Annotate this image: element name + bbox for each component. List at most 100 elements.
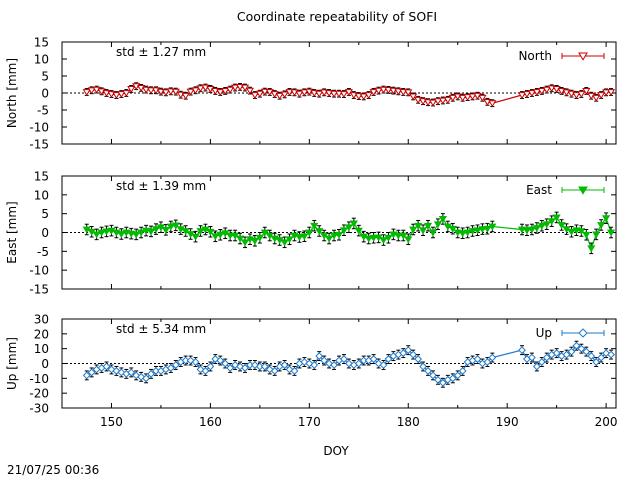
- panel-north-data-point: [82, 89, 91, 97]
- panel-east-data-point: [92, 231, 101, 239]
- panel-east-data-point: [240, 239, 250, 247]
- panel-north-data-point: [428, 99, 438, 107]
- panel-up-data-point: [528, 353, 536, 362]
- panel-north-data-point: [216, 89, 225, 97]
- panel-north-data-point: [329, 90, 339, 98]
- panel-up-data-point: [379, 361, 388, 369]
- panel-up-data-point: [166, 364, 175, 372]
- panel-east-data-point: [433, 221, 443, 229]
- panel-north-data-point: [443, 96, 452, 104]
- panel-up-data-point: [280, 361, 289, 369]
- panel-east-data-point: [369, 234, 378, 242]
- panel-east-data-point: [527, 226, 536, 234]
- panel-east-data-point: [117, 231, 126, 239]
- panel-north-y-tick-label: 10: [34, 53, 49, 67]
- panel-east-data-point: [300, 233, 309, 241]
- panel-up-data-point: [330, 361, 338, 369]
- panel-north-data-point: [300, 89, 309, 97]
- panel-east-data-point: [438, 216, 447, 223]
- panel-north-data-point: [231, 84, 240, 92]
- panel-up-data-point: [473, 355, 482, 363]
- panel-east-data-point: [478, 226, 487, 234]
- x-tick-label: 150: [100, 415, 123, 429]
- panel-north-data-point: [602, 89, 611, 97]
- panel-up-data-point: [572, 341, 581, 350]
- panel-up-data-point: [582, 347, 591, 356]
- panel-north-data-point: [339, 91, 349, 99]
- panel-east-legend-marker: [578, 186, 588, 195]
- panel-east-data-point: [354, 227, 363, 235]
- panel-up-y-tick-label: 20: [34, 327, 49, 341]
- panel-east-data-point: [567, 228, 576, 236]
- panel-east-y-tick-label: -10: [29, 264, 49, 278]
- panel-up-data-point: [87, 368, 96, 377]
- panel-east-data-point: [325, 235, 334, 243]
- panel-north-data-point: [166, 88, 175, 96]
- panel-north-data-point: [295, 90, 304, 98]
- x-axis-label: DOY: [323, 444, 349, 458]
- panel-north-data-point: [146, 87, 156, 95]
- panel-up-data-point: [537, 358, 546, 366]
- panel-up-data-point: [532, 362, 541, 371]
- panel-north-data-point: [112, 92, 121, 100]
- panel-up-y-tick-label: -20: [29, 387, 49, 401]
- panel-north-data-point: [117, 91, 126, 99]
- panel-north-data-point: [379, 86, 388, 94]
- panel-north-data-point: [280, 91, 289, 99]
- panel-east-data-point: [305, 229, 314, 237]
- panel-up-data-point: [142, 374, 150, 383]
- panel-up-data-point: [587, 352, 596, 360]
- panel-up-data-point: [577, 344, 586, 353]
- panel-up-data-point: [315, 352, 324, 360]
- panel-east-data-point: [255, 234, 264, 242]
- panel-up-data-point: [453, 371, 462, 380]
- x-tick-label: 200: [595, 415, 618, 429]
- panel-east-data-point: [102, 228, 111, 236]
- panel-up-data-point: [206, 362, 215, 371]
- panel-north-data-point: [255, 90, 264, 98]
- panel-up-data-point: [518, 346, 526, 355]
- panel-north-data-point: [488, 100, 497, 108]
- panel-east-data-point: [196, 228, 205, 236]
- panel-up-legend-label: Up: [536, 326, 552, 340]
- panel-east-data-point: [552, 214, 561, 222]
- panel-up-data-point: [260, 362, 269, 371]
- panel-east-data-point: [522, 227, 532, 235]
- panel-up-data-point: [414, 355, 423, 363]
- panel-east-data-point: [597, 222, 606, 229]
- panel-north-y-axis-label: North [mm]: [5, 58, 19, 128]
- panel-north-data-point: [191, 87, 200, 95]
- panel-up-data-point: [438, 378, 447, 387]
- panel-east-data-point: [161, 226, 170, 234]
- panel-east-data-point: [414, 222, 423, 230]
- panel-east-data-point: [458, 230, 467, 238]
- panel-east-data-point: [463, 229, 472, 237]
- panel-north-y-tick-label: 15: [34, 36, 49, 50]
- panel-east-data-point: [137, 229, 146, 237]
- panel-east-data-point: [394, 232, 403, 240]
- panel-up-data-point: [592, 358, 601, 366]
- panel-north-data-point: [161, 89, 170, 97]
- panel-north-data-point: [245, 87, 255, 95]
- panel-north-data-point: [226, 86, 235, 94]
- panel-up-data-point: [597, 353, 606, 362]
- panel-east-data-point: [419, 227, 428, 235]
- panel-east-data-point: [602, 215, 611, 223]
- panel-up-data-point: [434, 375, 442, 384]
- panel-east-data-point: [364, 235, 373, 243]
- panel-up-y-tick-label: 0: [41, 357, 49, 371]
- panel-north-data-point: [463, 94, 472, 102]
- panel-up-data-point: [562, 350, 571, 359]
- panel-up-data-point: [409, 350, 418, 359]
- panel-east-data-point: [151, 226, 161, 234]
- panel-north-legend-marker: [578, 52, 588, 61]
- panel-east-data-point: [557, 222, 566, 229]
- panel-up-data-point: [270, 367, 279, 375]
- panel-east-data-point: [423, 222, 433, 230]
- panel-east-data-point: [206, 228, 215, 236]
- panel-up-y-tick-label: -10: [29, 372, 49, 386]
- panel-up-std-annotation: std ± 5.34 mm: [116, 322, 206, 336]
- panel-north-data-point: [275, 92, 284, 100]
- panel-up-data-point: [171, 361, 180, 369]
- panel-east-data-point: [146, 228, 156, 236]
